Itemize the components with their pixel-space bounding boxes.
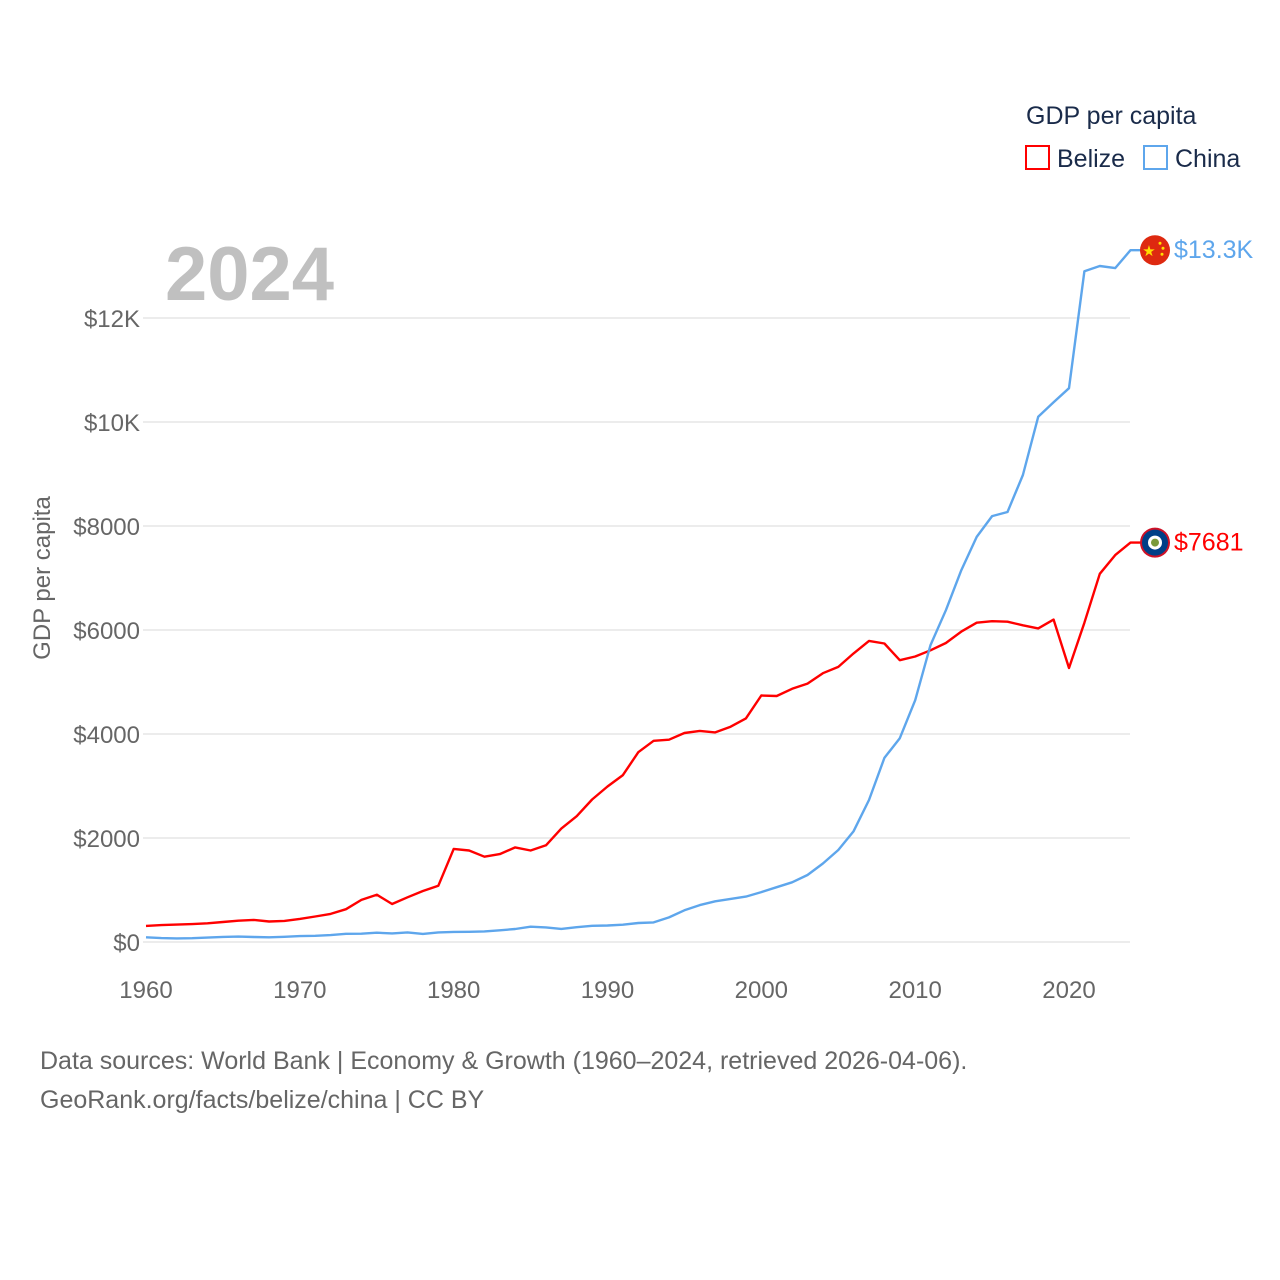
x-tick-label: 2000 <box>735 977 788 1004</box>
legend-label: Belize <box>1057 145 1125 173</box>
y-tick-label: $12K <box>84 306 140 333</box>
legend-item-china[interactable]: China <box>1143 145 1240 173</box>
footer-link[interactable]: GeoRank.org/facts/belize/china | CC BY <box>40 1086 485 1114</box>
y-tick-label: $6000 <box>73 618 140 645</box>
line-china <box>145 248 1142 940</box>
china-flag-icon: ★ <box>1140 235 1170 266</box>
year-label: 2024 <box>165 232 334 317</box>
y-axis-label: GDP per capita <box>29 496 56 660</box>
svg-text:★: ★ <box>1142 243 1155 260</box>
y-tick-label: $0 <box>113 930 140 957</box>
y-axis-ticks: $0 $2000 $4000 $6000 $8000 $10K $12K <box>73 306 140 957</box>
line-belize <box>145 541 1142 928</box>
x-tick-label: 2010 <box>888 977 941 1004</box>
y-tick-label: $4000 <box>73 722 140 749</box>
x-tick-label: 1980 <box>427 977 480 1004</box>
end-value-label-belize: $7681 <box>1174 529 1244 557</box>
legend-swatch <box>1025 145 1050 170</box>
legend-label: China <box>1175 145 1240 173</box>
x-tick-label: 1990 <box>581 977 634 1004</box>
x-axis-ticks: 1960 1970 1980 1990 2000 2010 2020 <box>119 977 1095 1004</box>
legend: Belize China <box>1025 145 1240 173</box>
x-tick-label: 1960 <box>119 977 172 1004</box>
y-tick-label: $2000 <box>73 826 140 853</box>
x-tick-label: 2020 <box>1042 977 1095 1004</box>
legend-title: GDP per capita <box>1026 102 1197 130</box>
y-tick-label: $8000 <box>73 514 140 541</box>
gridlines <box>143 317 1130 943</box>
footer-sources: Data sources: World Bank | Economy & Gro… <box>40 1047 967 1075</box>
legend-item-belize[interactable]: Belize <box>1025 145 1125 173</box>
y-tick-label: $10K <box>84 410 140 437</box>
x-tick-label: 1970 <box>273 977 326 1004</box>
legend-swatch <box>1143 145 1168 170</box>
belize-flag-icon <box>1140 527 1170 558</box>
series-end-markers: $7681 ★ $13.3K <box>1140 235 1254 558</box>
series-lines <box>145 248 1142 940</box>
end-value-label-china: $13.3K <box>1174 236 1254 264</box>
